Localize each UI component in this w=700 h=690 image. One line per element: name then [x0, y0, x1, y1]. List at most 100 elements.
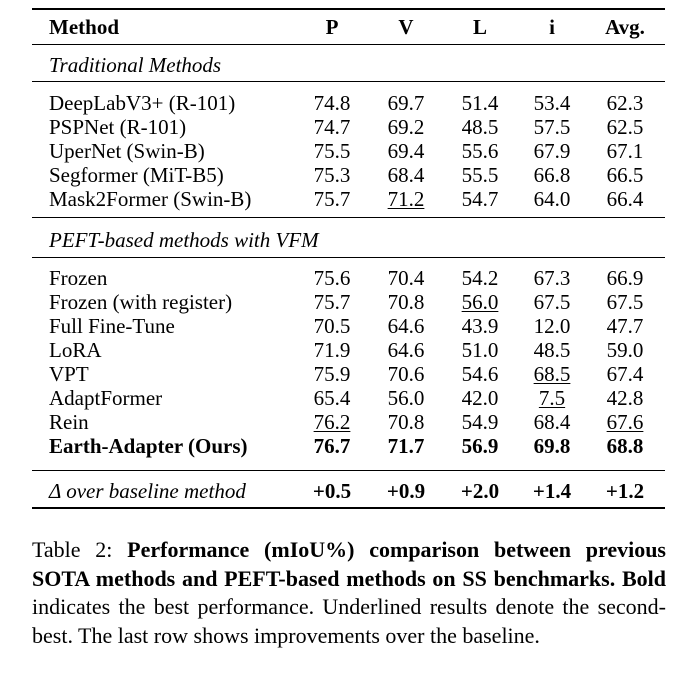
header-p: P: [325, 15, 339, 39]
caption-title: Performance (mIoU%) comparison between p…: [32, 537, 666, 591]
cell-avg-best: 68.8: [606, 434, 644, 458]
delta-v: +0.9: [386, 479, 426, 503]
cell-v: 68.4: [387, 163, 425, 187]
row-method: LoRA: [49, 338, 102, 362]
cell-v: 56.0: [387, 386, 425, 410]
caption-prefix: Table 2:: [32, 537, 128, 562]
cell-i: 64.0: [533, 187, 571, 211]
cell-l-best: 56.9: [461, 434, 499, 458]
cell-i: 66.8: [533, 163, 571, 187]
section-2-top-rule: [32, 217, 665, 218]
section-title-traditional: Traditional Methods: [49, 53, 222, 77]
delta-i: +1.4: [532, 479, 572, 503]
row-method: Full Fine-Tune: [49, 314, 175, 338]
cell-v: 69.4: [387, 139, 425, 163]
cell-avg-second-best: 67.6: [606, 410, 644, 434]
cell-avg: 42.8: [606, 386, 644, 410]
row-method-ours: Earth-Adapter (Ours): [49, 434, 248, 458]
row-method: Frozen: [49, 266, 108, 290]
table-caption: Table 2: Performance (mIoU%) comparison …: [32, 536, 666, 650]
cell-p: 75.3: [313, 163, 351, 187]
row-method: Frozen (with register): [49, 290, 233, 314]
caption-bold-word: Bold: [621, 565, 666, 591]
cell-v: 70.8: [387, 290, 425, 314]
section-title-peft: PEFT-based methods with VFM: [49, 228, 319, 252]
row-method: AdaptFormer: [49, 386, 163, 410]
cell-i-best: 69.8: [533, 434, 571, 458]
cell-v: 70.4: [387, 266, 425, 290]
cell-v: 69.2: [387, 115, 425, 139]
cell-l: 51.0: [461, 338, 499, 362]
cell-p: 70.5: [313, 314, 351, 338]
cell-l: 43.9: [461, 314, 499, 338]
cell-avg: 66.4: [606, 187, 644, 211]
cell-p: 75.5: [313, 139, 351, 163]
delta-l: +2.0: [460, 479, 500, 503]
cell-i: 48.5: [533, 338, 571, 362]
row-method: Mask2Former (Swin-B): [49, 187, 252, 211]
cell-p: 75.7: [313, 290, 351, 314]
delta-label: Δ over baseline method: [49, 479, 246, 503]
cell-l: 55.6: [461, 139, 499, 163]
row-method: Rein: [49, 410, 89, 434]
cell-v-best: 71.7: [387, 434, 425, 458]
cell-v: 70.6: [387, 362, 425, 386]
delta-avg: +1.2: [605, 479, 645, 503]
bottom-rule: [32, 507, 665, 509]
header-avg: Avg.: [605, 15, 645, 39]
cell-v: 70.8: [387, 410, 425, 434]
cell-avg: 62.5: [606, 115, 644, 139]
header-rule: [32, 44, 665, 45]
caption-body: indicates the best performance. Underlin…: [32, 594, 666, 648]
cell-avg: 67.5: [606, 290, 644, 314]
cell-p: 75.6: [313, 266, 351, 290]
cell-p-second-best: 76.2: [313, 410, 351, 434]
row-method: UperNet (Swin-B): [49, 139, 205, 163]
cell-v: 64.6: [387, 338, 425, 362]
row-method: PSPNet (R-101): [49, 115, 187, 139]
cell-l-second-best: 56.0: [461, 290, 499, 314]
row-method: Segformer (MiT-B5): [49, 163, 224, 187]
row-method: DeepLabV3+ (R-101): [49, 91, 236, 115]
cell-l: 55.5: [461, 163, 499, 187]
cell-i: 68.4: [533, 410, 571, 434]
cell-p: 65.4: [313, 386, 351, 410]
cell-l: 54.7: [461, 187, 499, 211]
header-v: V: [398, 15, 414, 39]
cell-avg: 59.0: [606, 338, 644, 362]
section-1-rule: [32, 81, 665, 82]
row-method: VPT: [49, 362, 89, 386]
delta-rule: [32, 470, 665, 471]
cell-l: 42.0: [461, 386, 499, 410]
cell-p: 74.7: [313, 115, 351, 139]
cell-i: 67.3: [533, 266, 571, 290]
cell-avg: 66.9: [606, 266, 644, 290]
cell-v: 64.6: [387, 314, 425, 338]
header-l: L: [472, 15, 487, 39]
cell-avg: 67.4: [606, 362, 644, 386]
cell-p: 74.8: [313, 91, 351, 115]
cell-avg: 47.7: [606, 314, 644, 338]
header-i: i: [549, 15, 555, 39]
cell-i-underlined: 7.5: [538, 386, 566, 410]
cell-i: 67.9: [533, 139, 571, 163]
cell-i: 12.0: [533, 314, 571, 338]
cell-v-second-best: 71.2: [387, 187, 425, 211]
cell-l: 51.4: [461, 91, 499, 115]
delta-p: +0.5: [312, 479, 352, 503]
cell-p: 75.7: [313, 187, 351, 211]
top-rule: [32, 8, 665, 10]
section-2-rule: [32, 257, 665, 258]
cell-l: 54.2: [461, 266, 499, 290]
cell-p-best: 76.7: [313, 434, 351, 458]
cell-avg: 62.3: [606, 91, 644, 115]
cell-p: 75.9: [313, 362, 351, 386]
cell-l: 48.5: [461, 115, 499, 139]
cell-l: 54.6: [461, 362, 499, 386]
cell-i: 53.4: [533, 91, 571, 115]
cell-i: 67.5: [533, 290, 571, 314]
cell-v: 69.7: [387, 91, 425, 115]
cell-i: 57.5: [533, 115, 571, 139]
cell-avg: 67.1: [606, 139, 644, 163]
